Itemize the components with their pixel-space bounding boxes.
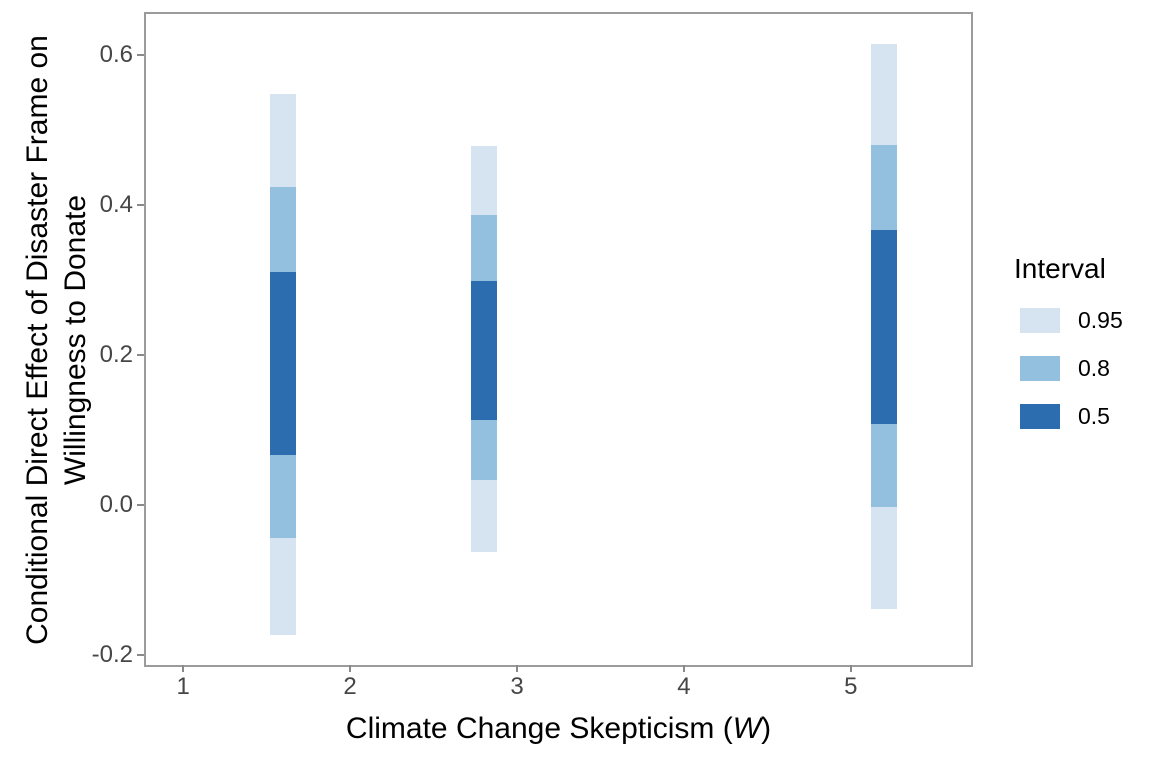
legend-item: 0.8 bbox=[1020, 355, 1123, 382]
y-tick-label: 0.2 bbox=[99, 340, 133, 368]
x-axis-title-text: Climate Change Skepticism ( bbox=[345, 712, 733, 745]
y-tick-label: 0.6 bbox=[99, 40, 133, 68]
legend-title: Interval bbox=[1014, 253, 1106, 284]
plot-panel bbox=[144, 12, 973, 667]
y-tick-label: 0.4 bbox=[99, 190, 133, 218]
interval-segment-05 bbox=[270, 271, 297, 456]
y-tick-mark bbox=[137, 203, 144, 206]
x-tick-mark bbox=[849, 665, 852, 672]
x-tick-label: 1 bbox=[176, 673, 190, 700]
x-tick-label: 5 bbox=[844, 673, 858, 700]
legend-label: 0.95 bbox=[1078, 307, 1123, 333]
x-tick-label: 2 bbox=[343, 673, 357, 700]
x-tick-mark bbox=[182, 665, 185, 672]
x-tick-mark bbox=[516, 665, 519, 672]
legend-swatch-50-icon bbox=[1020, 404, 1060, 429]
legend: Interval 0.95 0.8 0.5 bbox=[1014, 253, 1123, 451]
y-tick-mark bbox=[137, 504, 144, 507]
y-tick-mark bbox=[137, 53, 144, 56]
legend-label: 0.8 bbox=[1078, 355, 1110, 381]
x-axis-title-variable: W bbox=[732, 712, 762, 745]
y-axis-title-line1: Conditional Direct Effect of Disaster Fr… bbox=[21, 35, 54, 645]
y-tick-mark bbox=[137, 654, 144, 657]
y-tick-label: 0.0 bbox=[99, 491, 133, 519]
legend-label: 0.5 bbox=[1078, 403, 1110, 429]
legend-item: 0.95 bbox=[1020, 307, 1123, 334]
x-axis-title-closing: ) bbox=[761, 712, 772, 745]
interval-segment-05 bbox=[470, 280, 497, 421]
y-tick-mark bbox=[137, 353, 144, 356]
y-tick-label: -0.2 bbox=[91, 641, 133, 669]
y-axis-title: Conditional Direct Effect of Disaster Fr… bbox=[19, 0, 95, 720]
x-tick-label: 3 bbox=[510, 673, 524, 700]
y-axis-title-line2: Willingness to Donate bbox=[59, 194, 92, 486]
x-tick-label: 4 bbox=[677, 673, 691, 700]
interval-segment-05 bbox=[871, 230, 898, 424]
legend-swatch-95-icon bbox=[1020, 308, 1060, 333]
legend-swatch-80-icon bbox=[1020, 356, 1060, 381]
legend-item: 0.5 bbox=[1020, 403, 1123, 430]
x-tick-mark bbox=[349, 665, 352, 672]
x-axis-title: Climate Change Skepticism (W) bbox=[146, 712, 971, 746]
x-tick-mark bbox=[682, 665, 685, 672]
